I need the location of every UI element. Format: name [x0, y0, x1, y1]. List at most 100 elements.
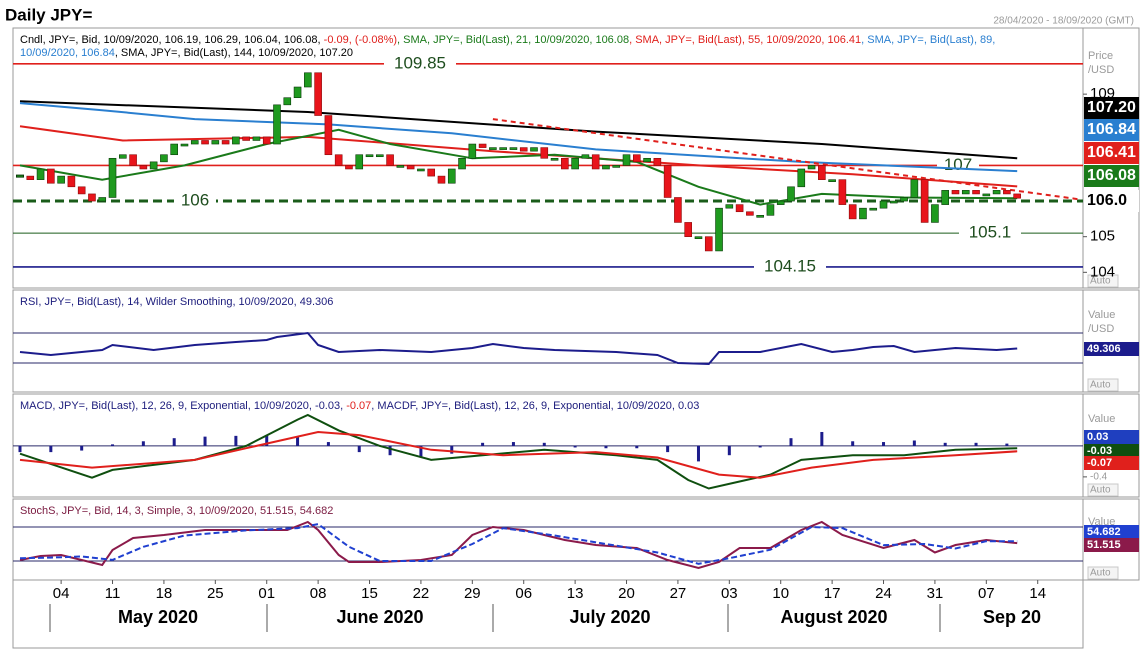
candle: [992, 190, 1001, 195]
value-box: [1084, 525, 1139, 539]
x-tick-label: 18: [156, 585, 173, 602]
candle: [314, 72, 322, 116]
legend-segment: -0.09, (-0.08%): [324, 34, 397, 46]
candle: [190, 140, 199, 145]
candle: [900, 197, 908, 202]
candle: [766, 204, 775, 216]
x-tick-label: 27: [670, 585, 687, 602]
candle: [889, 200, 898, 204]
scale-mode-box: [1087, 483, 1119, 497]
candle: [324, 115, 333, 156]
candle: [396, 165, 405, 168]
month-label: May 2020: [118, 607, 198, 627]
candle: [201, 140, 209, 145]
histogram-bar: [141, 441, 145, 446]
candle: [129, 154, 137, 166]
value-box: [1084, 142, 1139, 164]
candle: [386, 154, 394, 166]
level-label: 106: [181, 191, 209, 210]
value-box-label: 49.306: [1087, 343, 1121, 355]
value-box-label: -0.03: [1087, 445, 1112, 457]
histogram-bar: [851, 441, 855, 446]
legend-segment: StochS, JPY=, Bid, 14, 3, Simple, 3, 10/…: [20, 505, 333, 517]
scale-mode-box: [1087, 274, 1119, 288]
value-box: [1084, 165, 1139, 187]
candle: [262, 136, 271, 145]
candle: [293, 86, 302, 99]
value-box: [1084, 342, 1139, 356]
level-label-bg: [937, 155, 979, 176]
panel-legend: RSI, JPY=, Bid(Last), 14, Wilder Smoothi…: [20, 296, 333, 308]
candle: [663, 165, 672, 198]
value-box-label: 106.84: [1087, 121, 1136, 138]
legend-segment: -0.07: [346, 400, 371, 412]
level-label: 104.15: [764, 256, 816, 275]
legend-segment: , SMA, JPY=, Bid(Last), 144, 10/09/2020,…: [115, 47, 353, 59]
histogram-bar: [80, 445, 84, 451]
candle: [571, 157, 579, 170]
candle: [16, 174, 24, 178]
candle: [406, 165, 415, 170]
candle: [776, 200, 785, 205]
level-label: 109.85: [394, 53, 446, 72]
candle: [746, 211, 754, 216]
histogram-bar: [820, 431, 824, 446]
legend-segment: MACD, JPY=, Bid(Last), 12, 26, 9, Expone…: [20, 400, 346, 412]
y-tick-label: -0.4: [1090, 472, 1108, 483]
candle: [530, 147, 538, 152]
x-tick-label: 14: [1029, 585, 1046, 602]
scale-mode-box: [1087, 378, 1119, 392]
candle: [119, 154, 127, 159]
x-tick-label: 11: [105, 585, 121, 602]
month-label: Sep 20: [983, 607, 1041, 627]
value-box: [1084, 430, 1139, 444]
value-box: [1084, 456, 1139, 470]
legend-segment: , SMA, JPY=, Bid(Last), 21, 10/09/2020, …: [397, 34, 629, 46]
histogram-bar: [789, 438, 793, 446]
scale-mode: Auto: [1090, 568, 1111, 579]
x-tick-label: 15: [361, 585, 378, 602]
value-box-label: 54.682: [1087, 526, 1121, 538]
chart-title: Daily JPY=: [5, 5, 92, 24]
histogram-bar: [481, 442, 485, 446]
candle: [77, 186, 86, 195]
value-box: [1084, 538, 1139, 552]
level-label: 107: [944, 155, 972, 174]
x-tick-label: 17: [824, 585, 841, 602]
level-label-bg: [959, 223, 1021, 244]
candle: [88, 193, 96, 202]
candle: [972, 190, 980, 195]
candle: [519, 147, 528, 152]
value-box-label: 106.0: [1087, 192, 1127, 209]
histogram-bar: [111, 444, 115, 446]
panel-legend: 10/09/2020, 106.84, SMA, JPY=, Bid(Last)…: [20, 47, 353, 59]
candle: [931, 204, 939, 223]
histogram-bar: [326, 442, 330, 446]
axis-label: Price: [1088, 50, 1113, 62]
candle: [355, 154, 364, 170]
candle: [632, 154, 641, 163]
histogram-bar: [357, 445, 361, 453]
x-tick-label: 13: [567, 585, 584, 602]
legend-segment: 10/09/2020, 106.84: [20, 47, 115, 59]
candle: [283, 97, 292, 106]
candle: [561, 157, 569, 170]
candle: [540, 147, 549, 159]
y-tick-label: 105: [1090, 228, 1115, 245]
histogram-bar: [49, 445, 53, 453]
candle: [47, 168, 55, 184]
legend-segment: , SMA, JPY=, Bid(Last), 55, 10/09/2020, …: [629, 34, 861, 46]
x-tick-label: 01: [258, 585, 275, 602]
x-tick-label: 31: [927, 585, 944, 602]
value-box: [1084, 190, 1139, 212]
candle: [180, 143, 189, 147]
candle: [221, 140, 230, 145]
x-tick-label: 24: [875, 585, 892, 602]
candle: [252, 136, 261, 141]
candle: [591, 154, 600, 170]
histogram-bar: [172, 438, 176, 446]
candle: [345, 165, 353, 170]
panel-legend: MACD, JPY=, Bid(Last), 12, 26, 9, Expone…: [20, 400, 699, 412]
candle: [211, 140, 220, 145]
candle: [36, 168, 45, 180]
